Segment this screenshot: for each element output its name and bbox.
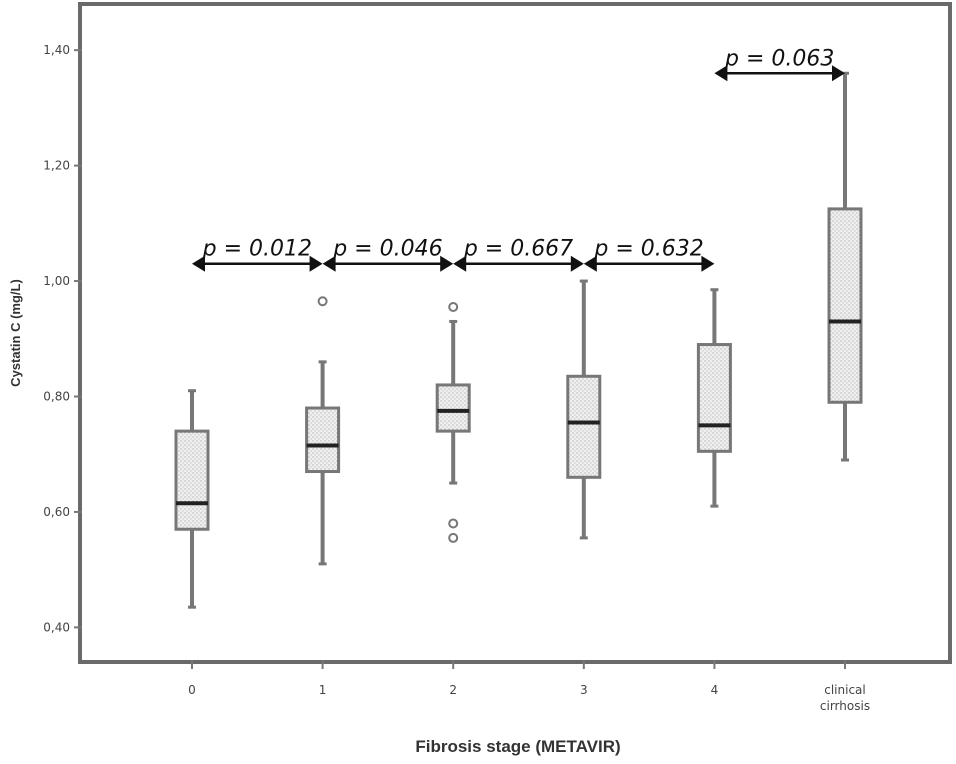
box-iqr: [174, 429, 210, 531]
p-value-label: p = 0.012: [202, 237, 312, 262]
x-tick-label-line: cirrhosis: [820, 699, 870, 713]
y-tick-label: 1,20: [43, 159, 70, 173]
box-iqr: [435, 383, 471, 433]
box-group: [435, 302, 471, 543]
y-tick-label: 1,40: [43, 43, 70, 57]
arrowhead-left: [192, 255, 205, 272]
x-tick-label: 4: [711, 683, 719, 697]
comparison-bracket: p = 0.046: [322, 237, 454, 272]
comparisons-layer: p = 0.012 p = 0.046 p = 0.667 p = 0.632 p = …: [192, 46, 845, 272]
x-tick-label-line: 1: [319, 683, 327, 697]
comparison-bracket: p = 0.667: [453, 237, 584, 272]
x-tick-label-line: 2: [449, 683, 457, 697]
plot-frame: [78, 2, 952, 664]
arrowhead-left: [583, 255, 597, 272]
box-iqr: [305, 406, 341, 474]
comparison-bracket: p = 0.632: [583, 237, 715, 272]
x-tick-label: 2: [449, 683, 457, 697]
y-tick-label: 0,80: [43, 389, 70, 403]
y-tick-label: 0,60: [43, 505, 70, 519]
comparison-bracket: p = 0.012: [192, 237, 323, 272]
y-tick-label: 0,40: [43, 620, 70, 634]
x-tick-label-line: 0: [188, 683, 196, 697]
box-iqr: [827, 207, 863, 404]
box-group: [696, 288, 732, 508]
p-value-label: p = 0.046: [332, 237, 442, 262]
arrowhead-right: [832, 65, 845, 82]
comparison-bracket: p = 0.063: [714, 46, 845, 82]
x-tick-label-line: 3: [580, 683, 588, 697]
x-axis-title: Fibrosis stage (METAVIR): [415, 737, 620, 756]
box-iqr: [566, 374, 602, 479]
x-tick-label: 0: [188, 683, 196, 697]
boxes-layer: [174, 71, 863, 609]
y-axis-title: Cystatin C (mg/L): [8, 279, 23, 387]
outlier-point: [317, 296, 328, 307]
outlier-point: [448, 302, 459, 313]
x-tick-label-line: clinical: [824, 683, 866, 697]
box-group: [174, 389, 210, 609]
x-tick-label: 1: [319, 683, 327, 697]
p-value-label: p = 0.632: [593, 237, 703, 262]
y-tick-label: 1,00: [43, 274, 70, 288]
p-value-label: p = 0.063: [724, 46, 834, 71]
x-tick-label: 3: [580, 683, 588, 697]
outlier-point: [448, 532, 459, 543]
arrowhead-left: [453, 255, 467, 272]
box-iqr: [696, 343, 732, 453]
box-group: [827, 71, 863, 462]
arrowhead-left: [322, 255, 336, 272]
p-value-label: p = 0.667: [463, 237, 573, 262]
x-tick-label: clinical cirrhosis: [820, 683, 870, 713]
box-group: [566, 279, 602, 540]
box-group: [305, 296, 341, 566]
arrowhead-left: [714, 65, 728, 82]
arrowhead-right: [440, 255, 454, 272]
x-tick-label-line: 4: [711, 683, 719, 697]
outlier-point: [448, 518, 459, 529]
arrowhead-right: [309, 255, 323, 272]
arrowhead-right: [701, 255, 715, 272]
x-axis: 0 1 2 3 4 clinical cirrhosis: [188, 660, 870, 713]
arrowhead-right: [570, 255, 584, 272]
y-axis: 0,40 0,60 0,80 1,00 1,20 1,40: [43, 43, 82, 634]
